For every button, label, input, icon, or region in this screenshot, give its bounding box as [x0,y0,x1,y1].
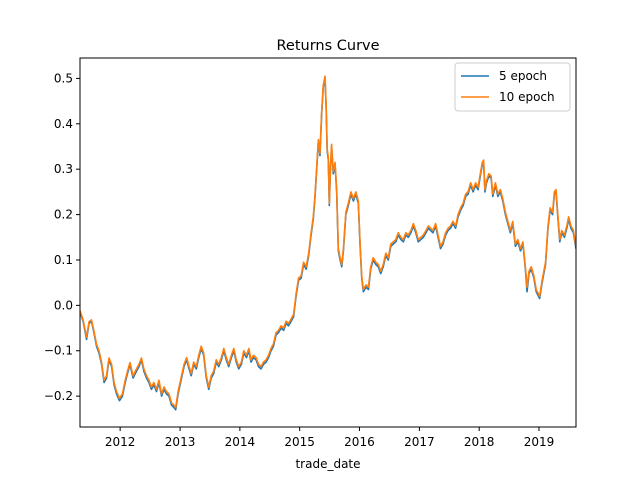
x-tick-label: 2016 [344,435,375,449]
x-tick-label: 2015 [284,435,315,449]
y-tick-label: 0.0 [54,298,73,312]
legend-label-2: 10 epoch [499,90,555,104]
x-tick-label: 2019 [524,435,555,449]
series-line-2 [80,75,576,409]
x-tick-label: 2013 [165,435,196,449]
x-tick-label: 2012 [105,435,136,449]
legend: 5 epoch 10 epoch [454,62,571,112]
x-axis-label: trade_date [295,457,360,471]
y-tick-label: −0.1 [44,344,73,358]
x-axis: 2012 2013 2014 2015 2016 2017 2018 2019 [105,427,554,449]
legend-label-1: 5 epoch [499,69,547,83]
x-tick-label: 2014 [225,435,256,449]
y-tick-label: 0.1 [54,253,73,267]
series-layer [80,75,576,411]
y-axis: −0.2 −0.1 0.0 0.1 0.2 0.3 0.4 0.5 [44,71,80,403]
y-tick-label: 0.4 [54,117,73,131]
y-tick-label: −0.2 [44,389,73,403]
y-tick-label: 0.3 [54,162,73,176]
chart-title: Returns Curve [276,38,379,54]
x-tick-label: 2017 [404,435,435,449]
x-tick-label: 2018 [464,435,495,449]
y-tick-label: 0.5 [54,71,73,85]
plot-frame [79,57,577,428]
y-tick-label: 0.2 [54,208,73,222]
legend-box [454,62,571,112]
